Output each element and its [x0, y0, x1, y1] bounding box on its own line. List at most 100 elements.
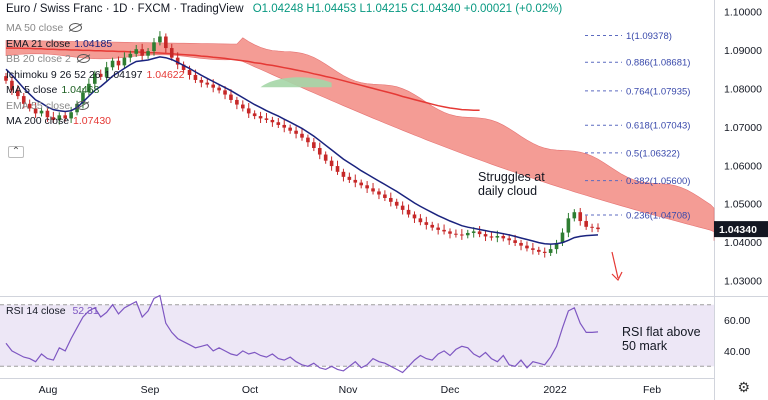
collapse-legend-button[interactable]: ⌃	[8, 146, 24, 158]
time-tick-label: 2022	[543, 384, 567, 396]
gear-icon[interactable]: ⚙	[737, 379, 750, 395]
indicator-legend-row[interactable]: BB 20 close 2	[6, 53, 90, 65]
candle-body	[158, 36, 162, 43]
fib-level-label: 0.236(1.04708)	[626, 210, 690, 221]
candle-body	[596, 227, 600, 230]
indicator-legend-row[interactable]: MA 50 close	[6, 22, 83, 34]
ohlc-readout: O1.04248 H1.04453 L1.04215 C1.04340 +0.0…	[252, 3, 563, 15]
candle-body	[63, 115, 67, 119]
candle-body	[371, 188, 375, 192]
time-tick-label: Aug	[39, 384, 58, 396]
fib-level-label: 0.764(1.07935)	[626, 86, 690, 97]
candle-body	[578, 212, 583, 222]
candle-body	[246, 108, 251, 114]
time-tick-label: Feb	[643, 384, 661, 396]
candle-body	[81, 92, 85, 104]
indicator-value: 1.04468	[61, 84, 100, 96]
candle-body	[294, 130, 298, 134]
candle-body	[39, 110, 44, 114]
candle-body	[205, 82, 210, 85]
candle-body	[122, 57, 127, 66]
price-tick-label: 1.04000	[724, 237, 762, 249]
indicator-legend-row[interactable]: Ichimoku 9 26 52 26 1.04197 1.04622	[6, 69, 185, 81]
candle-body	[513, 240, 517, 243]
rsi-band	[0, 304, 714, 367]
candle-body	[554, 242, 559, 250]
rsi-legend-value: 52.31	[72, 305, 99, 317]
candle-body	[87, 83, 91, 93]
candle-body	[465, 232, 470, 236]
price-tick-label: 1.06000	[724, 160, 762, 172]
candle-body	[531, 248, 535, 250]
candle-body	[45, 110, 50, 118]
candle-body	[507, 238, 511, 241]
price-tick-label: 1.03000	[724, 276, 762, 288]
candle-body	[21, 96, 26, 104]
ma200-line	[6, 47, 480, 112]
indicator-legend-row[interactable]: MA 200 close 1.07430	[6, 115, 111, 127]
candle-body	[187, 69, 192, 75]
indicator-legend-row[interactable]: MA 5 close 1.04468	[6, 84, 99, 96]
candle-body	[329, 160, 334, 167]
candle-body	[442, 229, 446, 232]
candle-body	[258, 116, 263, 119]
annotation-rsi-line1: RSI flat above	[622, 325, 701, 339]
chart-title: Euro / Swiss Franc · 1D · FXCM · Trading…	[6, 3, 244, 15]
candle-body	[454, 233, 458, 235]
indicator-name: Ichimoku 9 26 52 26	[6, 68, 101, 81]
candle-body	[335, 166, 340, 172]
candle-body	[33, 108, 38, 114]
indicator-value: 1.04197	[104, 68, 143, 81]
indicator-name: MA 5 close	[6, 84, 58, 96]
time-tick-label: Sep	[141, 384, 160, 396]
indicator-legend-row[interactable]: EMA 21 close 1.04185	[6, 38, 112, 50]
candle-body	[104, 67, 109, 77]
price-tick-label: 1.07000	[724, 122, 762, 134]
time-tick-label: Nov	[339, 384, 358, 396]
candle-body	[471, 231, 476, 233]
time-tick-label: Dec	[441, 384, 460, 396]
candle-body	[317, 148, 322, 155]
candle-body	[359, 182, 363, 186]
rsi-legend-name: RSI 14 close	[6, 305, 66, 317]
candle-body	[306, 137, 310, 143]
candle-body	[57, 115, 62, 120]
indicator-name: MA 200 close	[6, 115, 70, 127]
candle-body	[51, 117, 56, 120]
candle-body	[341, 171, 346, 177]
down-arrow-shaft	[611, 251, 619, 279]
ichimoku-cloud-green	[260, 77, 332, 88]
indicator-legend-row[interactable]: EMA 55 close	[6, 100, 90, 112]
annotation-cloud-line2: daily cloud	[478, 184, 537, 198]
candle-body	[542, 251, 547, 253]
fib-level-label: 1(1.09378)	[626, 31, 672, 42]
eye-off-icon[interactable]	[76, 100, 90, 110]
candle-body	[560, 232, 565, 243]
candle-body	[537, 249, 541, 252]
eye-off-icon[interactable]	[76, 54, 90, 63]
candle-body	[4, 76, 8, 81]
candle-body	[312, 142, 316, 148]
candle-body	[264, 118, 269, 120]
ema21-line	[5, 56, 599, 245]
price-tick-label: 1.09000	[724, 45, 762, 57]
candle-body	[430, 224, 435, 228]
candle-body	[146, 51, 150, 56]
candle-body	[217, 87, 221, 91]
price-tick-label: 1.10000	[724, 7, 762, 19]
candle-body	[241, 104, 245, 109]
candle-body	[181, 64, 186, 70]
fib-level-label: 0.886(1.08681)	[626, 58, 690, 69]
candle-body	[590, 226, 594, 228]
ichimoku-cloud	[5, 37, 715, 241]
rsi-legend: RSI 14 close 52.31	[6, 305, 99, 317]
candle-body	[460, 234, 464, 236]
rsi-line	[5, 294, 599, 374]
eye-off-icon[interactable]	[69, 23, 83, 32]
candle-body	[483, 234, 488, 237]
candle-body	[418, 218, 423, 223]
rsi-tick-label: 60.00	[724, 315, 750, 327]
candle-body	[347, 176, 352, 180]
time-tick-label: Oct	[242, 384, 258, 396]
